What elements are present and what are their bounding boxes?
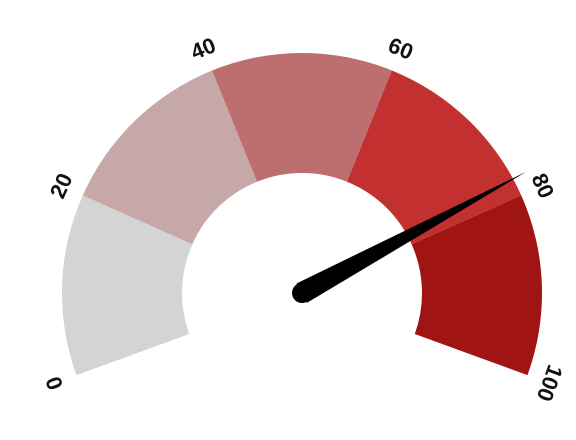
gauge-band-2: [212, 52, 392, 182]
gauge-band-0: [62, 195, 193, 376]
tick-label-20: 20: [45, 169, 78, 202]
gauge-needle-group: [292, 171, 527, 303]
gauge-bands: [62, 52, 543, 376]
tick-label-80: 80: [526, 169, 559, 202]
tick-label-60: 60: [385, 32, 417, 64]
gauge-band-4: [411, 195, 543, 376]
gauge-needle-hub: [292, 283, 312, 303]
tick-label-40: 40: [187, 32, 219, 64]
gauge-band-1: [82, 70, 258, 245]
tick-label-100: 100: [532, 362, 568, 405]
gauge-needle: [296, 171, 527, 303]
tick-label-0: 0: [40, 373, 68, 393]
